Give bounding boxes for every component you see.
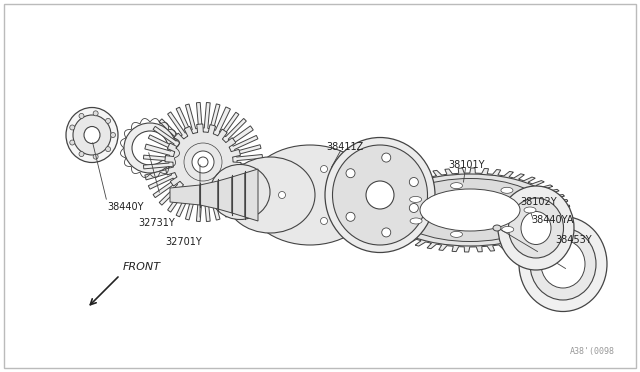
Ellipse shape xyxy=(333,145,428,245)
Ellipse shape xyxy=(79,113,84,118)
Ellipse shape xyxy=(93,154,98,159)
Text: A38'(0098: A38'(0098 xyxy=(570,347,615,356)
Ellipse shape xyxy=(66,108,118,163)
Ellipse shape xyxy=(381,228,391,237)
Ellipse shape xyxy=(346,169,355,178)
Ellipse shape xyxy=(321,218,328,224)
Ellipse shape xyxy=(395,179,545,241)
Text: 38102Y: 38102Y xyxy=(520,197,557,207)
Ellipse shape xyxy=(366,181,394,209)
Polygon shape xyxy=(232,173,245,217)
Ellipse shape xyxy=(530,228,596,300)
Ellipse shape xyxy=(493,225,501,231)
Polygon shape xyxy=(165,124,241,200)
Ellipse shape xyxy=(198,157,208,167)
Ellipse shape xyxy=(245,145,375,245)
Ellipse shape xyxy=(384,174,556,246)
Ellipse shape xyxy=(410,196,422,202)
Text: 38440YA: 38440YA xyxy=(531,215,573,225)
Ellipse shape xyxy=(111,132,115,138)
Ellipse shape xyxy=(521,212,551,244)
Ellipse shape xyxy=(451,183,463,189)
Ellipse shape xyxy=(451,231,463,237)
Text: 32701Y: 32701Y xyxy=(165,237,202,247)
Ellipse shape xyxy=(278,192,285,199)
Ellipse shape xyxy=(410,177,419,186)
Text: 38440Y: 38440Y xyxy=(107,202,143,212)
Ellipse shape xyxy=(192,151,214,173)
Ellipse shape xyxy=(93,111,98,116)
Text: 38453Y: 38453Y xyxy=(555,235,591,245)
Ellipse shape xyxy=(124,123,176,173)
Polygon shape xyxy=(370,168,570,252)
Polygon shape xyxy=(245,169,258,221)
Text: 32731Y: 32731Y xyxy=(138,218,175,228)
Ellipse shape xyxy=(70,125,75,130)
Ellipse shape xyxy=(524,207,536,213)
Polygon shape xyxy=(218,177,232,213)
Ellipse shape xyxy=(498,186,574,270)
Ellipse shape xyxy=(210,164,270,219)
Ellipse shape xyxy=(519,217,607,311)
Ellipse shape xyxy=(381,153,391,162)
Ellipse shape xyxy=(84,126,100,144)
Ellipse shape xyxy=(420,189,520,231)
Ellipse shape xyxy=(346,212,355,221)
Ellipse shape xyxy=(325,138,435,253)
Polygon shape xyxy=(170,185,200,205)
Text: 38101Y: 38101Y xyxy=(448,160,484,170)
Ellipse shape xyxy=(106,118,111,124)
Ellipse shape xyxy=(501,187,513,193)
Ellipse shape xyxy=(70,140,75,145)
Ellipse shape xyxy=(106,147,111,152)
Ellipse shape xyxy=(132,131,168,165)
Ellipse shape xyxy=(410,203,419,212)
Ellipse shape xyxy=(541,240,585,288)
Ellipse shape xyxy=(79,151,84,157)
Ellipse shape xyxy=(73,115,111,155)
Ellipse shape xyxy=(410,218,422,224)
Ellipse shape xyxy=(502,227,514,232)
Text: 38411Z: 38411Z xyxy=(326,142,364,152)
Ellipse shape xyxy=(509,198,563,258)
Text: FRONT: FRONT xyxy=(123,262,161,272)
Polygon shape xyxy=(200,181,218,209)
Polygon shape xyxy=(143,102,262,222)
Ellipse shape xyxy=(225,157,315,233)
Ellipse shape xyxy=(321,166,328,173)
